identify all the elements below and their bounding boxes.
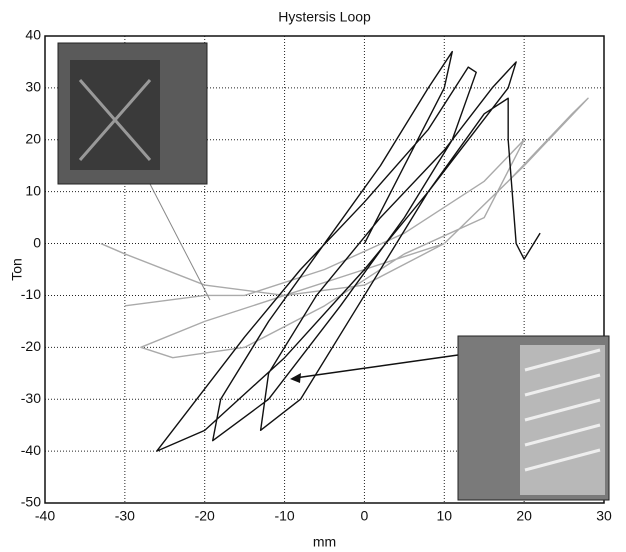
arrow-head — [290, 373, 301, 383]
photos — [57, 42, 610, 501]
y-tick-label: -20 — [21, 338, 41, 354]
photo-detail — [78, 79, 152, 161]
photo-detail — [520, 345, 605, 495]
x-tick-label: -30 — [115, 508, 135, 524]
x-axis-label: mm — [313, 534, 336, 550]
x-tick-label: -10 — [274, 508, 294, 524]
photo-detail — [70, 60, 160, 170]
y-tick-label: 30 — [25, 79, 41, 95]
y-tick-label: 0 — [33, 234, 41, 250]
y-tick-label: 40 — [25, 27, 41, 43]
x-tick-label: -20 — [195, 508, 215, 524]
x-tick-label: 0 — [361, 508, 369, 524]
plot-frame — [44, 35, 605, 504]
pointer-line — [149, 183, 211, 301]
x-tick-label: 10 — [436, 508, 452, 524]
y-tick-label: -50 — [21, 494, 41, 510]
y-tick-label: -10 — [21, 286, 41, 302]
y-axis-label: Ton — [9, 258, 25, 281]
plot-area: -40 -30 -20 -10 0 10 20 30-50-40-30-20-10010203… — [9, 9, 612, 550]
y-tick-label: 10 — [25, 182, 41, 198]
pointer-arrow — [294, 354, 459, 379]
series-line — [100, 97, 589, 359]
y-tick-label: -30 — [21, 390, 41, 406]
x-tick-label: 20 — [516, 508, 532, 524]
y-tick-label: -40 — [21, 442, 41, 458]
series-line — [156, 50, 541, 452]
photo-detail — [524, 348, 601, 472]
x-tick-label: 30 — [596, 508, 612, 524]
y-tick-label: 20 — [25, 130, 41, 146]
x-tick-label: -40 — [35, 508, 55, 524]
chart-title: Hystersis Loop — [278, 9, 371, 25]
